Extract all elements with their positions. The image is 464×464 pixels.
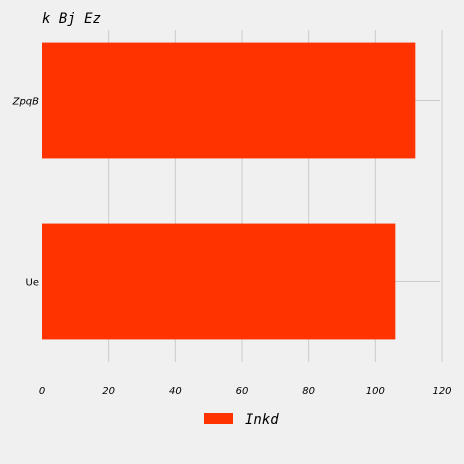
y-axis-tick-labels: Ue ZpqB: [12, 97, 40, 289]
legend: Inkd: [204, 412, 279, 428]
bar-ue: [42, 223, 396, 340]
x-tick-label: 20: [102, 386, 115, 397]
x-tick-label: 40: [169, 386, 182, 397]
bar-zpqb: [42, 42, 416, 159]
x-tick-label: 80: [302, 386, 315, 397]
y-tick-label: Ue: [26, 278, 39, 289]
legend-swatch: [204, 413, 233, 424]
bars: [42, 42, 416, 340]
x-tick-label: 100: [366, 386, 385, 397]
x-axis-tick-labels: 0 20 40 60 80 100 120: [39, 386, 452, 397]
chart-title: k Bj Ez: [42, 11, 101, 27]
legend-label-inkd: Inkd: [245, 412, 279, 428]
x-tick-label: 0: [39, 386, 45, 397]
x-tick-label: 120: [432, 386, 451, 397]
x-tick-label: 60: [236, 386, 249, 397]
y-tick-label: ZpqB: [12, 97, 40, 108]
